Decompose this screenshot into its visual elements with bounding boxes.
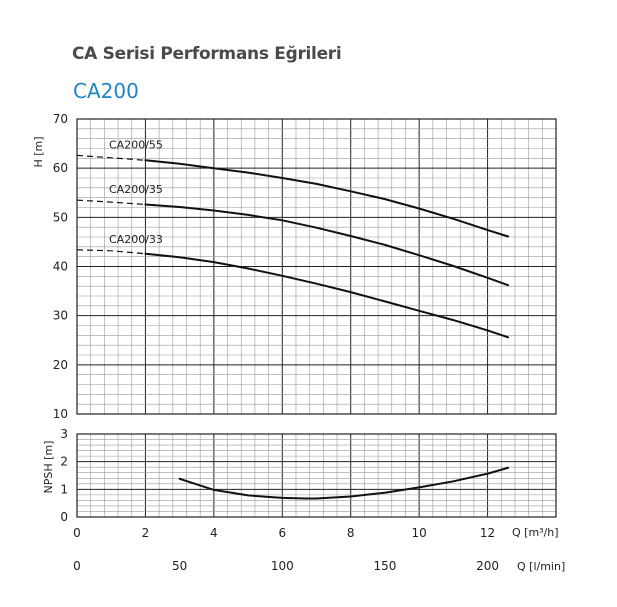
flow-m3h-tick-label: 6: [278, 526, 286, 540]
npsh-y-tick-label: 0: [60, 510, 68, 524]
npsh-y-tick-label: 1: [60, 482, 68, 496]
curve-dashed-segment: [76, 154, 146, 161]
series-label: CA200/33: [109, 233, 163, 246]
flow-lmin-tick-label: 0: [73, 559, 81, 573]
head-y-tick-label: 60: [53, 161, 68, 175]
flow-m3h-axis-label: Q [m³/h]: [512, 526, 559, 539]
plot-frame: [76, 433, 557, 518]
flow-lmin-tick-label: 50: [172, 559, 187, 573]
head-y-tick-label: 30: [53, 309, 68, 323]
npsh-axis-label: NPSH [m]: [42, 441, 55, 494]
npsh-curves: [178, 466, 510, 500]
head-y-tick-label: 20: [53, 358, 68, 372]
npsh-curve: [178, 466, 510, 500]
flow-lmin-tick-label: 150: [373, 559, 396, 573]
head-chart-grid: [76, 118, 557, 415]
curve-dashed-segment: [76, 199, 146, 206]
flow-m3h-tick-label: 4: [210, 526, 218, 540]
series-label: CA200/55: [109, 138, 163, 151]
curve-dashed-segment: [76, 249, 146, 255]
flow-m3h-tick-label: 12: [480, 526, 495, 540]
head-axis-label: H [m]: [32, 136, 45, 167]
flow-lmin-tick-label: 200: [476, 559, 499, 573]
npsh-y-tick-label: 2: [60, 455, 68, 469]
plot-frame: [76, 118, 557, 415]
npsh-chart-grid: [76, 433, 557, 518]
npsh-y-tick-label: 3: [60, 427, 68, 441]
series-label: CA200/35: [109, 183, 163, 196]
flow-m3h-tick-label: 10: [412, 526, 427, 540]
head-y-tick-label: 10: [53, 407, 68, 421]
flow-m3h-tick-label: 2: [142, 526, 150, 540]
head-curve-ca200-35: [144, 203, 510, 287]
head-y-tick-label: 50: [53, 210, 68, 224]
flow-lmin-tick-label: 100: [271, 559, 294, 573]
flow-lmin-axis-label: Q [l/min]: [517, 560, 565, 573]
head-y-tick-label: 70: [53, 112, 68, 126]
head-y-tick-label: 40: [53, 260, 68, 274]
flow-m3h-tick-label: 0: [73, 526, 81, 540]
head-curves: CA200/55 CA200/35 CA200/33: [76, 138, 510, 339]
flow-m3h-tick-label: 8: [347, 526, 355, 540]
page-title: CA Serisi Performans Eğrileri: [72, 44, 342, 64]
model-subtitle: CA200: [73, 79, 139, 103]
head-curve-ca200-33: [144, 252, 510, 339]
head-curve-ca200-55: [144, 159, 510, 238]
